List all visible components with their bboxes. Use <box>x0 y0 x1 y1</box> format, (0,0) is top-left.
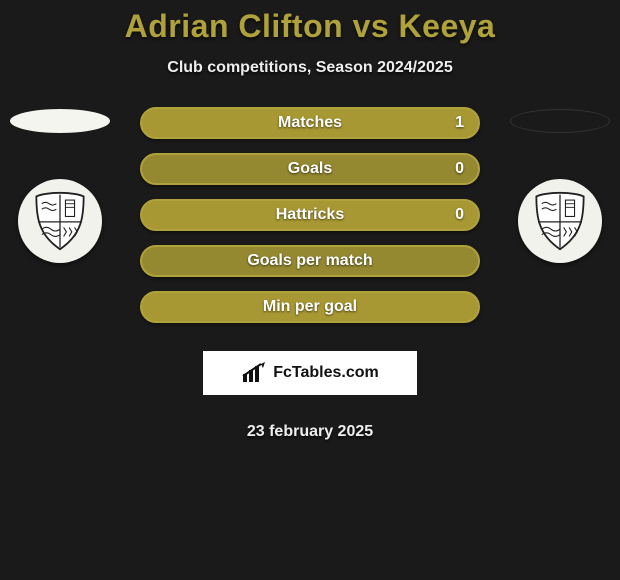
date-text: 23 february 2025 <box>247 423 373 441</box>
stat-bar-matches: Matches 1 <box>140 107 480 139</box>
stat-label: Min per goal <box>142 298 478 316</box>
shield-crest-icon <box>30 191 90 251</box>
bar-chart-icon <box>241 362 267 384</box>
stat-label: Matches <box>142 114 478 132</box>
stat-bar-goals: Goals 0 <box>140 153 480 185</box>
team-crest-right <box>518 179 602 263</box>
stat-label: Goals <box>142 160 478 178</box>
team-crest-left <box>18 179 102 263</box>
stat-bar-hattricks: Hattricks 0 <box>140 199 480 231</box>
card-container: Adrian Clifton vs Keeya Club competition… <box>0 0 620 441</box>
branding-box: FcTables.com <box>203 351 417 395</box>
right-column <box>510 107 610 263</box>
stat-bar-min-per-goal: Min per goal <box>140 291 480 323</box>
left-column <box>10 107 110 263</box>
stat-bar-goals-per-match: Goals per match <box>140 245 480 277</box>
page-title: Adrian Clifton vs Keeya <box>125 8 496 45</box>
player-photo-placeholder-left <box>10 109 110 133</box>
subtitle: Club competitions, Season 2024/2025 <box>167 59 452 77</box>
branding-text: FcTables.com <box>273 364 379 382</box>
player-photo-placeholder-right <box>510 109 610 133</box>
stat-right-value: 1 <box>455 114 464 132</box>
stats-column: Matches 1 Goals 0 Hattricks 0 Goals per … <box>110 107 510 441</box>
stat-label: Hattricks <box>142 206 478 224</box>
shield-crest-icon <box>530 191 590 251</box>
content-row: Matches 1 Goals 0 Hattricks 0 Goals per … <box>0 107 620 441</box>
stat-right-value: 0 <box>455 206 464 224</box>
stat-label: Goals per match <box>142 252 478 270</box>
stat-right-value: 0 <box>455 160 464 178</box>
